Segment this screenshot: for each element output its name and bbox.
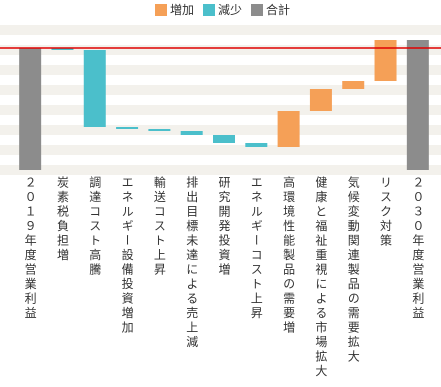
bar bbox=[51, 48, 74, 50]
grid-band bbox=[0, 25, 441, 35]
bar bbox=[19, 48, 42, 170]
x-tick-label: ２０３０年度営業利益 bbox=[411, 176, 425, 321]
x-tick-label: エネルギーコスト上昇 bbox=[249, 176, 263, 321]
bar bbox=[116, 127, 139, 129]
grid-band bbox=[0, 65, 441, 75]
x-tick-label: 研究開発投資増 bbox=[217, 176, 231, 278]
x-tick-label: 輸送コスト上昇 bbox=[152, 175, 166, 278]
bar bbox=[342, 81, 365, 89]
bar bbox=[148, 129, 171, 131]
grid-band bbox=[0, 125, 441, 135]
x-tick-label: ２０１９年度営業利益 bbox=[23, 176, 37, 321]
bar bbox=[374, 40, 397, 81]
grid-band bbox=[0, 45, 441, 55]
x-tick-label: 炭素税負担増 bbox=[55, 176, 69, 263]
grid-band bbox=[0, 165, 441, 175]
grid-band bbox=[0, 145, 441, 155]
legend-label: 合計 bbox=[266, 2, 290, 17]
legend-label: 増加 bbox=[170, 3, 194, 17]
bar bbox=[309, 89, 332, 111]
legend-swatch bbox=[155, 4, 167, 16]
legend-swatch bbox=[251, 4, 263, 16]
legend-swatch bbox=[203, 4, 215, 16]
bar bbox=[406, 40, 429, 170]
x-tick-label: 調達コスト高騰 bbox=[88, 176, 102, 278]
bar bbox=[83, 50, 106, 127]
bar bbox=[277, 111, 300, 147]
x-tick-label: リスク対策 bbox=[379, 176, 393, 249]
x-tick-label: 高環境性能製品の需要増 bbox=[282, 175, 296, 336]
x-tick-label: 気候変動関連製品の需要拡大 bbox=[346, 175, 360, 365]
bar bbox=[180, 131, 203, 135]
grid-band bbox=[0, 85, 441, 95]
x-tick-label: 排出目標未達による売上減 bbox=[185, 176, 199, 350]
x-tick-label: 健康と福祉重視による市場拡大 bbox=[314, 176, 328, 379]
bar bbox=[213, 135, 235, 143]
grid-band bbox=[0, 105, 441, 115]
bar bbox=[245, 143, 268, 147]
x-tick-label: エネルギー設備投資増加 bbox=[120, 176, 134, 336]
legend-label: 減少 bbox=[218, 2, 242, 17]
